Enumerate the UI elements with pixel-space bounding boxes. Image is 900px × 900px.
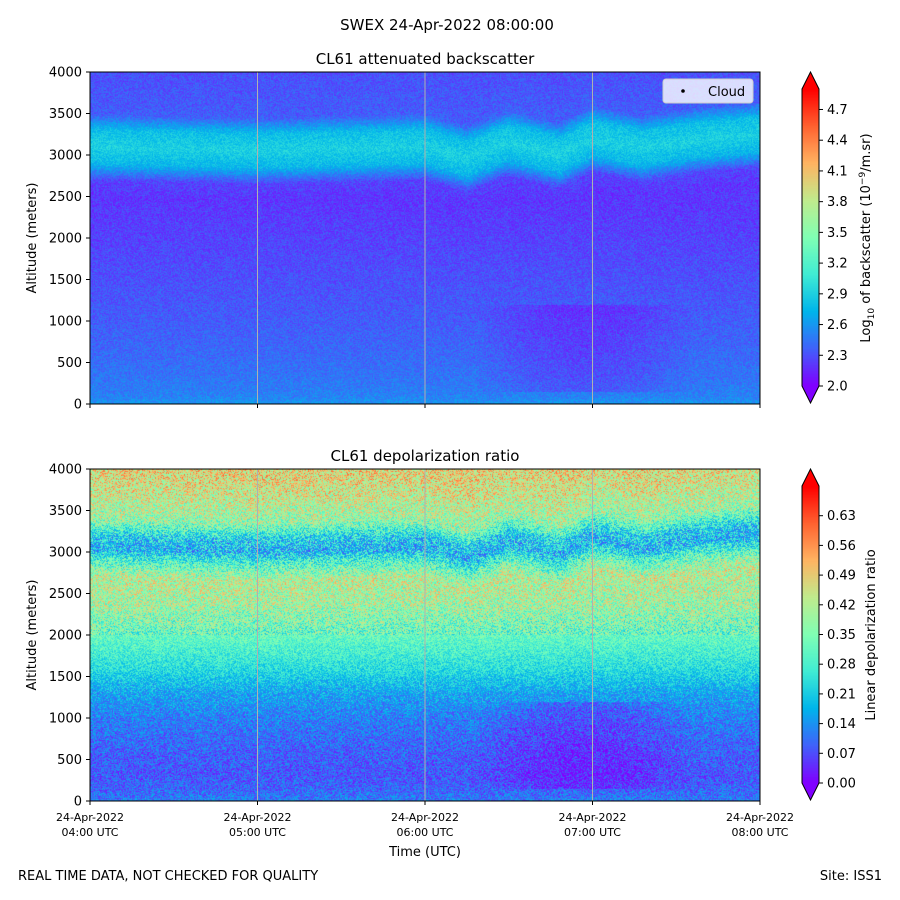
y-tick-label: 2500 [49,190,82,205]
colorbar-extend-min [802,386,819,403]
backscatter-colorbar-label: Log10 of backscatter (10−9/m.sr) [858,133,877,342]
colorbar-tick-label: 0.35 [827,628,856,643]
y-tick-label: 500 [57,356,82,371]
colorbar-tick-label: 0.56 [827,539,856,554]
depolarization-ylabel: Altitude (meters) [25,580,40,691]
backscatter-x-ticks [89,404,761,408]
y-tick-label: 4000 [49,66,82,81]
colorbar-tick-label: 0.00 [827,777,856,792]
y-tick-label: 1000 [49,712,82,727]
x-tick-label-date: 24-Apr-2022 [56,811,124,824]
x-tick-label-date: 24-Apr-2022 [558,811,626,824]
y-tick-label: 2000 [49,629,82,644]
colorbar-tick-label: 0.42 [827,598,856,613]
colorbar-tick-label: 2.3 [827,349,848,364]
backscatter-colorbar-ticks: 2.0 2.3 2.6 2.9 3.2 3.5 3.8 4.1 4.4 4.7 [819,103,848,395]
colorbar-tick-label: 4.1 [827,164,848,179]
depolarization-colorbar-gradient [802,486,819,783]
x-tick-label-time: 04:00 UTC [61,826,118,839]
colorbar-tick-label: 0.14 [827,717,856,732]
y-tick-label: 1500 [49,273,82,288]
colorbar-tick-label: 4.7 [827,103,848,118]
depolarization-x-ticks: 24-Apr-2022 04:00 UTC 24-Apr-2022 05:00 UTC… [56,801,794,839]
legend-label-cloud: Cloud [708,85,745,100]
figure-suptitle: SWEX 24-Apr-2022 08:00:00 [340,16,554,34]
colorbar-tick-label: 0.49 [827,569,856,584]
backscatter-legend: Cloud [662,78,754,104]
depolarization-y-ticks: 0 500 1000 1500 2000 2500 3000 3500 4000 [49,463,90,810]
backscatter-panel: CL61 attenuated backscatter 0 500 1000 1500… [25,50,877,413]
depolarization-panel: CL61 depolarization ratio 0 500 1000 1500 20… [25,447,879,860]
x-tick-label-time: 06:00 UTC [396,826,453,839]
colorbar-tick-label: 3.8 [827,195,848,210]
y-tick-label: 3500 [49,107,82,122]
backscatter-ylabel: Altitude (meters) [25,183,40,294]
y-tick-label: 3000 [49,546,82,561]
backscatter-colorbar: 2.0 2.3 2.6 2.9 3.2 3.5 3.8 4.1 4.4 4.7 Log10 of … [801,70,877,405]
colorbar-tick-label: 3.5 [827,226,848,241]
colorbar-tick-label: 2.6 [827,318,848,333]
backscatter-colorbar-gradient [802,89,819,386]
colorbar-extend-max [802,469,819,486]
x-tick-label-date: 24-Apr-2022 [726,811,794,824]
colorbar-tick-label: 2.0 [827,380,848,395]
colorbar-extend-min [802,783,819,800]
depolarization-xlabel: Time (UTC) [388,845,461,860]
colorbar-tick-label: 2.9 [827,287,848,302]
y-tick-label: 1500 [49,670,82,685]
x-tick-label-date: 24-Apr-2022 [391,811,459,824]
y-tick-label: 500 [57,753,82,768]
y-tick-label: 2000 [49,232,82,247]
x-tick-label-time: 08:00 UTC [731,826,788,839]
y-tick-label: 0 [74,398,82,413]
depolarization-colorbar: 0.00 0.07 0.14 0.21 0.28 0.35 0.42 0.49 0.56 0.63… [801,467,879,802]
depolarization-colorbar-ticks: 0.00 0.07 0.14 0.21 0.28 0.35 0.42 0.49 0.56 0.63 [819,509,856,792]
colorbar-tick-label: 0.28 [827,658,856,673]
x-tick-label-date: 24-Apr-2022 [223,811,291,824]
y-tick-label: 4000 [49,463,82,478]
colorbar-tick-label: 0.21 [827,687,856,702]
x-tick-label-time: 05:00 UTC [229,826,286,839]
legend-box [662,78,754,104]
depolarization-title: CL61 depolarization ratio [331,447,520,465]
backscatter-title: CL61 attenuated backscatter [316,50,535,68]
depolarization-colorbar-label: Linear depolarization ratio [864,549,879,720]
footer-quality-note: REAL TIME DATA, NOT CHECKED FOR QUALITY [18,869,319,884]
y-tick-label: 1000 [49,315,82,330]
backscatter-gridlines [257,72,593,404]
legend-marker-cloud [681,89,685,93]
colorbar-tick-label: 0.07 [827,747,856,762]
colorbar-tick-label: 0.63 [827,509,856,524]
colorbar-tick-label: 3.2 [827,257,848,272]
depolarization-gridlines [257,469,593,801]
footer-site: Site: ISS1 [819,869,882,884]
y-tick-label: 2500 [49,587,82,602]
y-tick-label: 3000 [49,149,82,164]
y-tick-label: 3500 [49,504,82,519]
x-tick-label-time: 07:00 UTC [564,826,621,839]
y-tick-label: 0 [74,795,82,810]
colorbar-extend-max [802,72,819,89]
colorbar-tick-label: 4.4 [827,134,848,149]
backscatter-y-ticks: 0 500 1000 1500 2000 2500 3000 3500 4000 [49,66,90,413]
